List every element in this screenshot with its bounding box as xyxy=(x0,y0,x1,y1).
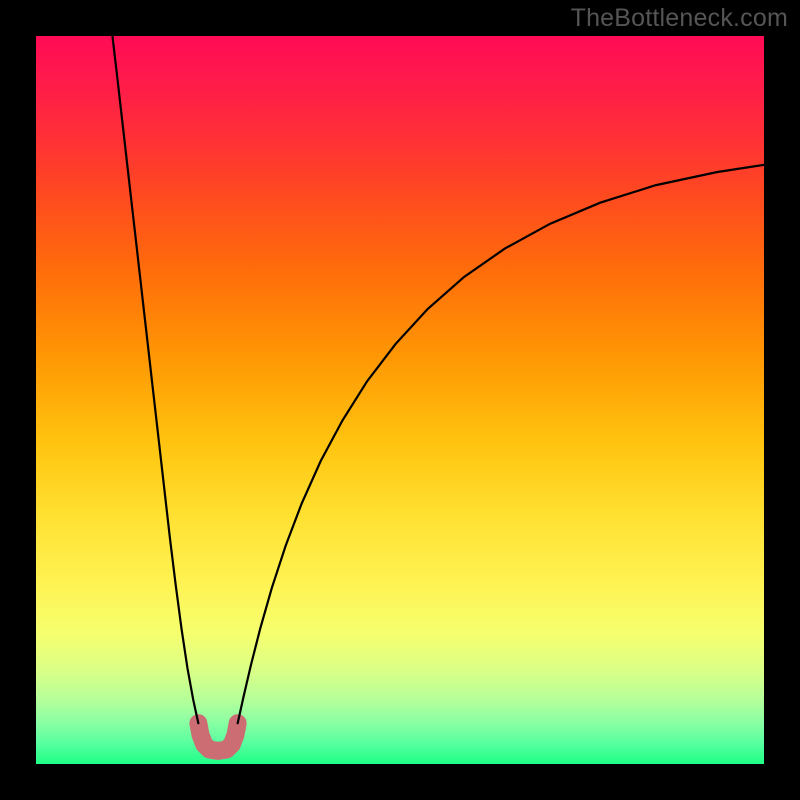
watermark-text: TheBottleneck.com xyxy=(571,4,788,33)
chart-root: TheBottleneck.com xyxy=(0,0,800,800)
plot-background xyxy=(36,36,764,764)
plot-svg xyxy=(0,0,800,800)
